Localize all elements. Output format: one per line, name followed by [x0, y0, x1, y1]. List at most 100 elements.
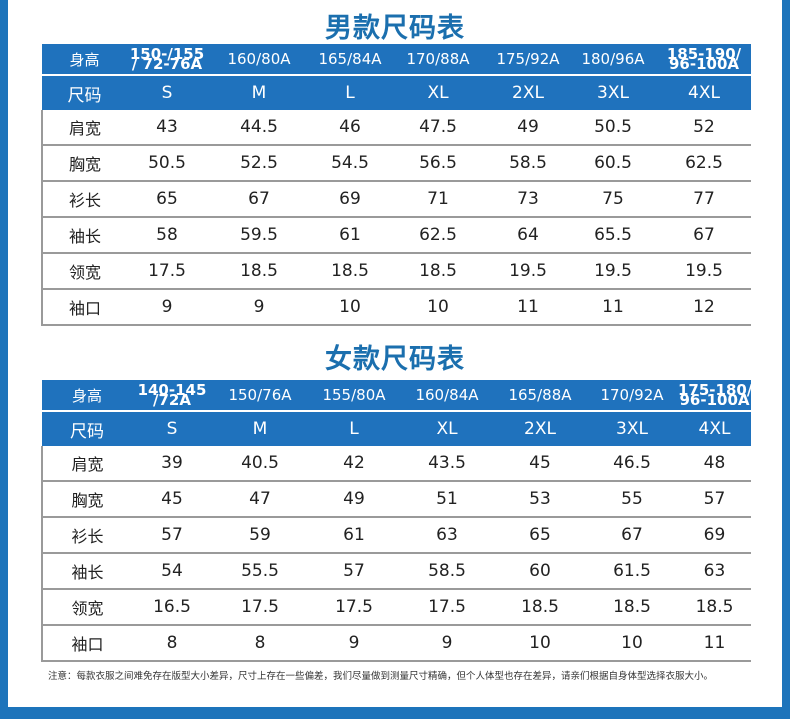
height-row: 身高 140-145/72A 150/76A 155/80A 160/84A 165/88…: [42, 380, 751, 411]
measurement-cell: 61: [308, 517, 400, 554]
measurement-cell: 57: [678, 481, 751, 518]
measurement-row: 袖口 8 8 9 9 10 10 11: [41, 625, 751, 662]
row-label: 袖长: [41, 217, 127, 254]
measurement-cell: 19.5: [487, 253, 569, 290]
measurement-cell: 12: [657, 289, 751, 326]
size-cell: XL: [389, 74, 487, 110]
measurement-cell: 10: [311, 289, 389, 326]
measurement-cell: 19.5: [657, 253, 751, 290]
measurement-cell: 46: [311, 110, 389, 146]
size-cell: M: [212, 410, 308, 446]
measurement-row: 肩宽 43 44.5 46 47.5 49 50.5 52: [41, 110, 751, 146]
row-label: 身高: [42, 44, 127, 75]
measurement-cell: 63: [400, 517, 494, 554]
height-cell: 165/84A: [311, 44, 389, 75]
height-cell: 175/92A: [487, 44, 569, 75]
measurement-cell: 16.5: [132, 589, 212, 626]
row-label: 袖口: [41, 289, 127, 326]
measurement-row: 领宽 16.5 17.5 17.5 17.5 18.5 18.5 18.5: [41, 589, 751, 626]
height-cell: 180/96A: [569, 44, 657, 75]
measurement-cell: 18.5: [586, 589, 678, 626]
measurement-cell: 61.5: [586, 553, 678, 590]
measurement-cell: 43: [127, 110, 207, 146]
measurement-cell: 40.5: [212, 446, 308, 482]
measurement-cell: 9: [308, 625, 400, 662]
frame-right-border: [782, 0, 790, 719]
height-cell: 155/80A: [308, 380, 400, 411]
row-label: 尺码: [42, 74, 127, 110]
women-size-chart-title: 女款尺码表: [325, 344, 465, 375]
measurement-row: 袖长 54 55.5 57 58.5 60 61.5 63: [41, 553, 751, 590]
measurement-cell: 54: [132, 553, 212, 590]
measurement-cell: 58: [127, 217, 207, 254]
measurement-cell: 60.5: [569, 145, 657, 182]
measurement-cell: 46.5: [586, 446, 678, 482]
measurement-cell: 67: [586, 517, 678, 554]
row-label: 衫长: [41, 181, 127, 218]
row-label: 肩宽: [41, 110, 127, 146]
measurement-cell: 49: [487, 110, 569, 146]
measurement-cell: 47: [212, 481, 308, 518]
measurement-cell: 60: [494, 553, 586, 590]
measurement-cell: 55: [586, 481, 678, 518]
measurement-row: 衫长 57 59 61 63 65 67 69: [41, 517, 751, 554]
measurement-cell: 55.5: [212, 553, 308, 590]
size-cell: 3XL: [586, 410, 678, 446]
measurement-cell: 50.5: [127, 145, 207, 182]
measurement-cell: 62.5: [389, 217, 487, 254]
measurement-cell: 44.5: [207, 110, 311, 146]
measurement-cell: 42: [308, 446, 400, 482]
measurement-cell: 50.5: [569, 110, 657, 146]
row-label: 肩宽: [41, 446, 132, 482]
size-cell: XL: [400, 410, 494, 446]
measurement-cell: 45: [494, 446, 586, 482]
measurement-cell: 11: [569, 289, 657, 326]
measurement-cell: 10: [494, 625, 586, 662]
measurement-cell: 58.5: [487, 145, 569, 182]
height-cell: 160/80A: [207, 44, 311, 75]
measurement-cell: 43.5: [400, 446, 494, 482]
measurement-cell: 75: [569, 181, 657, 218]
size-cell: S: [132, 410, 212, 446]
men-size-table: 身高 150-/155/ 72-76A 160/80A 165/84A 170/88A 1…: [41, 44, 751, 326]
measurement-cell: 67: [207, 181, 311, 218]
measurement-cell: 17.5: [127, 253, 207, 290]
measurement-cell: 69: [311, 181, 389, 218]
measurement-cell: 71: [389, 181, 487, 218]
size-cell: 3XL: [569, 74, 657, 110]
height-cell: 170/92A: [586, 380, 678, 411]
measurement-cell: 59.5: [207, 217, 311, 254]
measurement-cell: 53: [494, 481, 586, 518]
row-label: 尺码: [42, 410, 132, 446]
size-cell: 4XL: [678, 410, 751, 446]
measurement-row: 衫长 65 67 69 71 73 75 77: [41, 181, 751, 218]
measurement-cell: 62.5: [657, 145, 751, 182]
measurement-cell: 67: [657, 217, 751, 254]
measurement-cell: 63: [678, 553, 751, 590]
row-label: 袖长: [41, 553, 132, 590]
size-row: 尺码 S M L XL 2XL 3XL 4XL: [42, 74, 751, 110]
height-cell: 160/84A: [400, 380, 494, 411]
measurement-cell: 61: [311, 217, 389, 254]
measurement-cell: 45: [132, 481, 212, 518]
size-cell: 2XL: [487, 74, 569, 110]
measurement-cell: 65.5: [569, 217, 657, 254]
measurement-row: 胸宽 45 47 49 51 53 55 57: [41, 481, 751, 518]
women-size-table: 身高 140-145/72A 150/76A 155/80A 160/84A 165/88…: [41, 380, 751, 662]
measurement-cell: 17.5: [400, 589, 494, 626]
measurement-cell: 9: [127, 289, 207, 326]
measurement-cell: 10: [586, 625, 678, 662]
measurement-cell: 17.5: [308, 589, 400, 626]
measurement-row: 袖长 58 59.5 61 62.5 64 65.5 67: [41, 217, 751, 254]
measurement-cell: 52.5: [207, 145, 311, 182]
measurement-row: 领宽 17.5 18.5 18.5 18.5 19.5 19.5 19.5: [41, 253, 751, 290]
measurement-row: 袖口 9 9 10 10 11 11 12: [41, 289, 751, 326]
measurement-cell: 65: [494, 517, 586, 554]
height-cell: 140-145/72A: [132, 380, 212, 411]
frame-left-border: [0, 0, 8, 719]
measurement-cell: 19.5: [569, 253, 657, 290]
frame-bottom-border: [0, 707, 790, 719]
measurement-cell: 49: [308, 481, 400, 518]
size-cell: 2XL: [494, 410, 586, 446]
measurement-cell: 58.5: [400, 553, 494, 590]
